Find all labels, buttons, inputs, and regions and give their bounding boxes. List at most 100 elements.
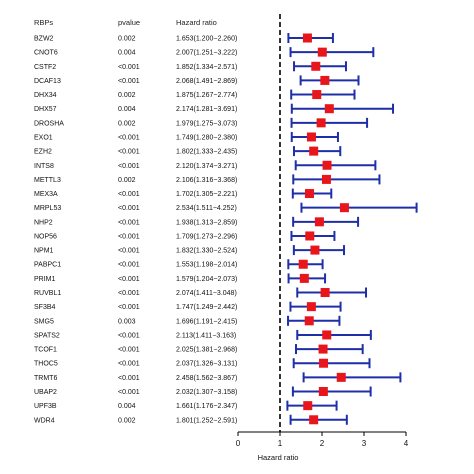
pvalue-label: <0.001	[118, 290, 140, 297]
rbp-label: BZW2	[34, 36, 54, 43]
x-axis: 0 1 2 3 4	[236, 431, 409, 448]
rbp-label: MEX3A	[34, 191, 58, 198]
hazard-ratio-point	[299, 273, 309, 283]
hazard-ratio-label: 1.702(1.305−2.221)	[176, 191, 237, 198]
hazard-ratio-point	[310, 245, 320, 255]
pvalue-label: <0.001	[118, 191, 140, 198]
hazard-ratio-point	[321, 174, 331, 184]
rbp-label: SF3B4	[34, 304, 56, 311]
pvalue-label: <0.001	[118, 248, 140, 255]
hazard-ratio-label: 1.747(1.249−2.442)	[176, 304, 237, 311]
rbp-label: PABPC1	[34, 262, 61, 269]
pvalue-label: 0.002	[118, 417, 136, 424]
hazard-ratio-point	[302, 33, 312, 43]
rbp-label: CNOT6	[34, 50, 58, 57]
hazard-ratio-point	[314, 217, 324, 227]
pvalue-label: <0.001	[118, 64, 140, 71]
hazard-ratio-label: 2.025(1.381−2.968)	[176, 347, 237, 354]
pvalue-label: <0.001	[118, 219, 140, 226]
rbp-label: DHX57	[34, 106, 57, 113]
hazard-ratio-point	[318, 344, 328, 354]
rbp-label: DHX34	[34, 92, 57, 99]
header-rbps: RBPs	[34, 18, 53, 27]
pvalue-label: <0.001	[118, 375, 140, 382]
x-tick-label: 0	[236, 439, 241, 448]
hazard-ratio-point	[306, 302, 316, 312]
rbp-label: NPM1	[34, 248, 54, 255]
x-tick-label: 2	[320, 439, 325, 448]
hazard-ratio-label: 2.074(1.411−3.048)	[176, 290, 237, 297]
hazard-ratio-label: 1.696(1.191−2.415)	[176, 318, 237, 325]
hazard-ratio-label: 2.120(1.374−3.271)	[176, 163, 237, 170]
pvalue-label: <0.001	[118, 361, 140, 368]
pvalue-label: 0.002	[118, 36, 136, 43]
rbp-label: CSTF2	[34, 64, 56, 71]
hazard-ratio-point	[336, 372, 346, 382]
hazard-ratio-label: 1.709(1.273−2.296)	[176, 233, 237, 240]
ci-layer	[286, 33, 418, 425]
hazard-ratio-label: 1.579(1.204−2.073)	[176, 276, 237, 283]
hazard-ratio-point	[298, 259, 308, 269]
hazard-ratio-label: 2.068(1.491−2.869)	[176, 78, 237, 85]
hazard-ratio-label: 1.553(1.198−2.014)	[176, 262, 237, 269]
rbp-label: TCOF1	[34, 347, 57, 354]
pvalue-label: 0.002	[118, 177, 136, 184]
hazard-ratio-label: 1.979(1.275−3.073)	[176, 120, 237, 127]
pvalue-label: 0.004	[118, 106, 136, 113]
pvalue-label: 0.004	[118, 403, 136, 410]
pvalue-label: <0.001	[118, 262, 140, 269]
rbp-label: INTS8	[34, 163, 54, 170]
hazard-ratio-point	[312, 90, 322, 100]
hazard-ratio-label: 1.661(1.176−2.347)	[176, 403, 237, 410]
pvalue-label: <0.001	[118, 276, 140, 283]
hazard-ratio-label: 2.458(1.562−3.867)	[176, 375, 237, 382]
pvalue-label: <0.001	[118, 163, 140, 170]
pvalue-label: <0.001	[118, 304, 140, 311]
hazard-ratio-point	[305, 231, 315, 241]
rbp-label: RUVBL1	[34, 290, 61, 297]
hazard-ratio-point	[306, 132, 316, 142]
rbp-label: EXO1	[34, 134, 53, 141]
table-rows: BZW2 0.002 1.653(1.200−2.260) CNOT6 0.004 2.0…	[34, 36, 237, 425]
hazard-ratio-point	[319, 358, 329, 368]
hazard-ratio-point	[309, 415, 319, 425]
hazard-ratio-label: 2.534(1.511−4.252)	[176, 205, 237, 212]
pvalue-label: 0.002	[118, 92, 136, 99]
hazard-ratio-label: 2.032(1.307−3.158)	[176, 389, 237, 396]
point-layer	[298, 33, 349, 425]
hazard-ratio-point	[304, 189, 314, 199]
pvalue-label: 0.004	[118, 50, 136, 57]
hazard-ratio-point	[320, 288, 330, 298]
rbp-label: THOC5	[34, 361, 58, 368]
x-tick-label: 4	[404, 439, 409, 448]
pvalue-label: <0.001	[118, 332, 140, 339]
hazard-ratio-point	[320, 75, 330, 85]
pvalue-label: <0.001	[118, 205, 140, 212]
rbp-label: TRMT6	[34, 375, 57, 382]
rbp-label: DROSHA	[34, 120, 64, 127]
hazard-ratio-label: 1.852(1.334−2.571)	[176, 64, 237, 71]
pvalue-label: <0.001	[118, 233, 140, 240]
pvalue-label: <0.001	[118, 389, 140, 396]
hazard-ratio-label: 2.007(1.251−3.222)	[176, 50, 237, 57]
hazard-ratio-label: 1.875(1.267−2.774)	[176, 92, 237, 99]
pvalue-label: <0.001	[118, 149, 140, 156]
hazard-ratio-label: 2.113(1.411−3.163)	[176, 332, 236, 339]
rbp-label: SMG5	[34, 318, 54, 325]
pvalue-label: 0.002	[118, 120, 136, 127]
rbp-label: METTL3	[34, 177, 61, 184]
hazard-ratio-point	[316, 118, 326, 128]
hazard-ratio-point	[322, 160, 332, 170]
hazard-ratio-label: 1.801(1.252−2.591)	[176, 417, 237, 424]
hazard-ratio-label: 1.802(1.333−2.435)	[176, 149, 237, 156]
header-hazard-ratio: Hazard ratio	[176, 18, 217, 27]
hazard-ratio-point	[322, 330, 332, 340]
hazard-ratio-label: 1.749(1.280−2.380)	[176, 134, 237, 141]
x-axis-label: Hazard ratio	[258, 453, 299, 462]
hazard-ratio-point	[311, 61, 321, 71]
pvalue-label: <0.001	[118, 78, 140, 85]
hazard-ratio-point	[318, 387, 328, 396]
hazard-ratio-point	[304, 316, 314, 326]
hazard-ratio-label: 2.174(1.281−3.691)	[176, 106, 237, 113]
hazard-ratio-label: 1.653(1.200−2.260)	[176, 36, 237, 43]
